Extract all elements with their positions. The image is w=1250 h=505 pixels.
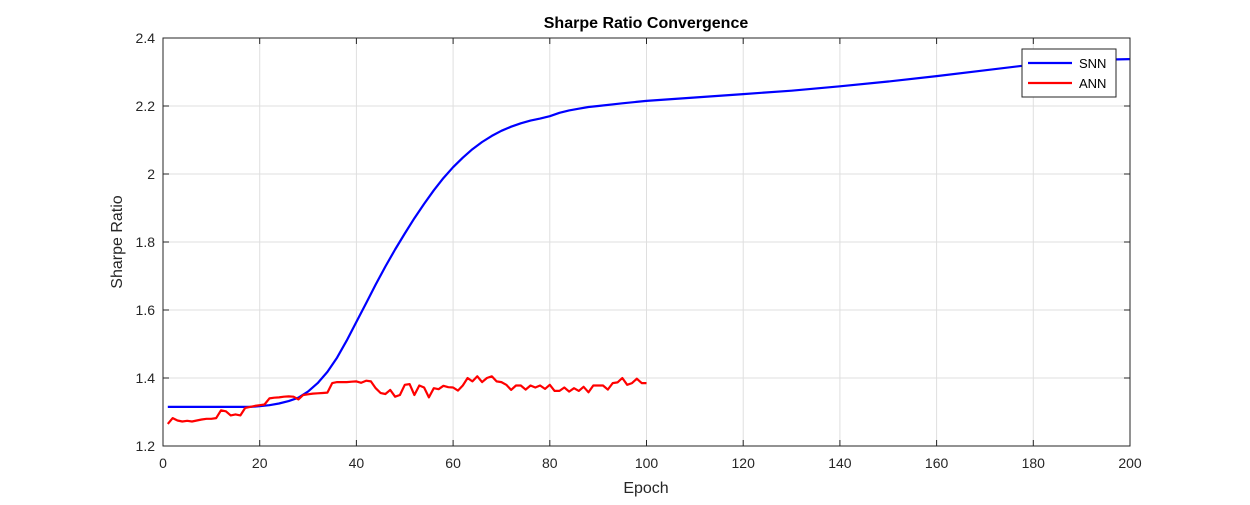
series-line-ann <box>166 375 647 425</box>
series-layer <box>166 58 1131 425</box>
x-tick-label: 100 <box>635 455 659 471</box>
x-tick-label: 0 <box>159 455 167 471</box>
y-tick-label: 1.8 <box>136 234 156 250</box>
y-tick-label: 2.4 <box>136 30 156 46</box>
y-tick-label: 1.6 <box>136 302 156 318</box>
y-tick-label: 2.2 <box>136 98 156 114</box>
y-tick-label: 1.2 <box>136 438 156 454</box>
x-tick-label: 140 <box>828 455 852 471</box>
legend: SNN ANN <box>1021 48 1117 98</box>
legend-label: SNN <box>1079 56 1106 71</box>
x-tick-label: 60 <box>445 455 461 471</box>
x-tick-label: 120 <box>732 455 756 471</box>
x-tick-label: 40 <box>349 455 365 471</box>
x-tick-label: 20 <box>252 455 268 471</box>
x-tick-label: 80 <box>542 455 558 471</box>
legend-box <box>1021 48 1117 98</box>
y-tick-label: 2 <box>147 166 155 182</box>
x-tick-label: 200 <box>1118 455 1142 471</box>
x-tick-label: 160 <box>925 455 949 471</box>
x-axis-label: Epoch <box>623 480 668 497</box>
y-tick-label: 1.4 <box>136 370 156 386</box>
x-tick-label: 180 <box>1022 455 1046 471</box>
ticks: 0 20 40 60 80 100 120 140 160 180 200 1.2 1.4 1.6 1.8 2… <box>136 30 1142 471</box>
chart-title: Sharpe Ratio Convergence <box>544 15 749 32</box>
legend-label: ANN <box>1079 76 1106 91</box>
y-axis-label: Sharpe Ratio <box>109 195 126 288</box>
